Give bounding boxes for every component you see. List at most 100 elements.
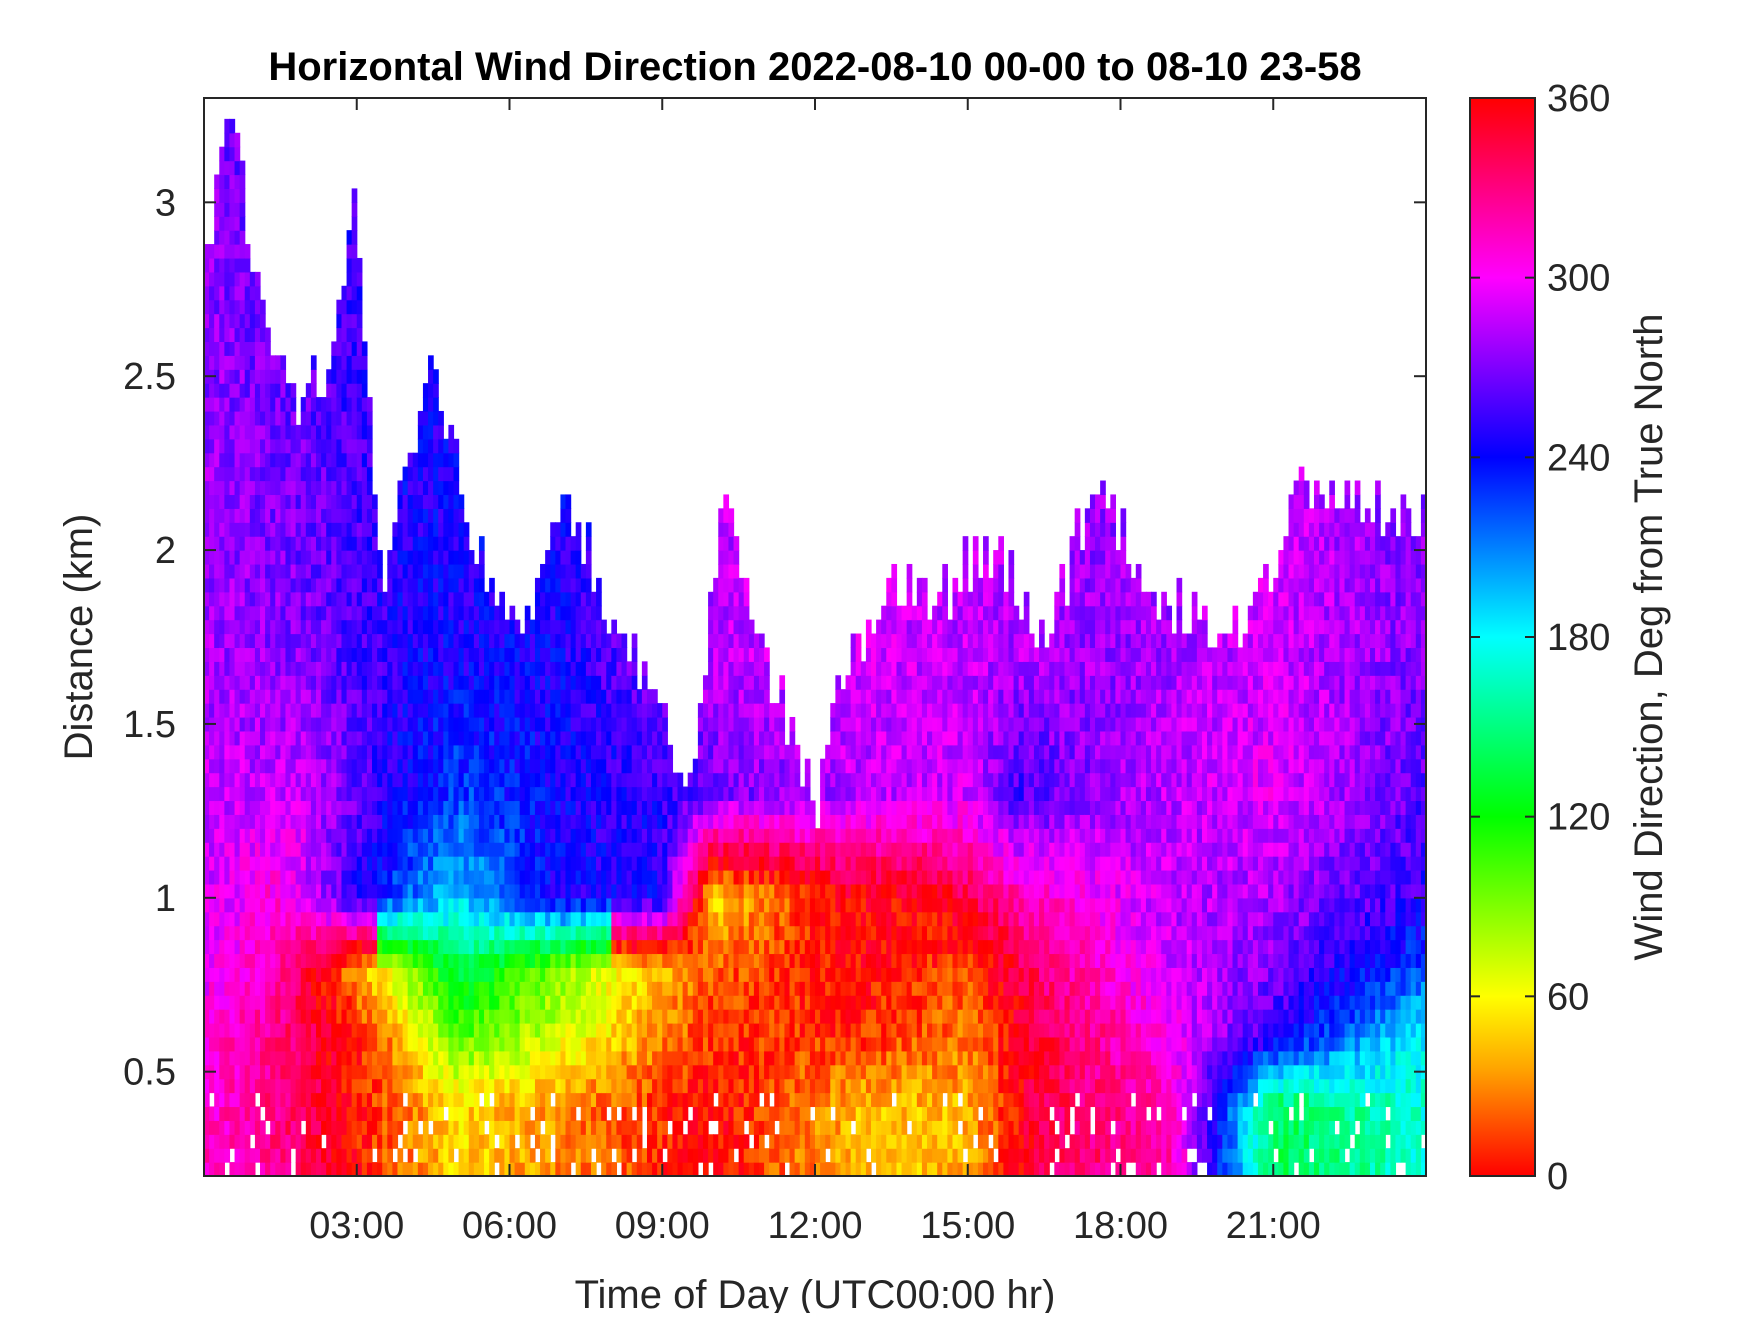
heat-cell — [356, 856, 363, 871]
heat-cell — [234, 341, 241, 356]
heat-cell — [275, 480, 281, 496]
heat-cell — [402, 1106, 409, 1121]
heat-cell — [463, 1162, 470, 1176]
heat-cell — [214, 995, 220, 1010]
heat-cell — [280, 883, 287, 899]
heat-cell — [392, 1036, 399, 1052]
heat-cell — [331, 703, 337, 718]
heat-cell — [580, 633, 587, 649]
heat-cell — [545, 828, 551, 843]
heat-cell — [601, 703, 607, 718]
heat-cell — [448, 814, 455, 829]
heat-cell — [657, 814, 663, 829]
heat-cell — [524, 842, 531, 857]
heat-cell — [356, 633, 363, 649]
heat-cell — [601, 1022, 607, 1038]
heat-cell — [295, 494, 302, 509]
heat-cell — [580, 772, 587, 788]
heat-cell — [463, 647, 470, 662]
heat-cell — [275, 716, 281, 732]
heat-cell — [499, 633, 506, 649]
heat-cell — [478, 591, 485, 607]
heat-cell — [519, 633, 526, 649]
heat-cell — [504, 1036, 511, 1052]
heat-cell — [499, 647, 506, 662]
heat-cell — [662, 730, 668, 746]
heat-cell — [504, 689, 511, 704]
heat-cell — [713, 633, 719, 649]
heat-cell — [346, 703, 353, 718]
heat-cell — [453, 1022, 460, 1038]
heat-cell — [417, 605, 424, 621]
heat-cell — [494, 1078, 500, 1094]
heat-cell — [687, 995, 694, 1010]
heat-cell — [473, 967, 480, 982]
heat-cell — [677, 925, 684, 941]
heat-cell — [667, 1106, 674, 1121]
heat-cell — [433, 466, 439, 482]
heat-cell — [351, 1092, 358, 1108]
heat-cell — [478, 1106, 485, 1121]
heat-cell — [351, 758, 358, 774]
heat-cell — [234, 1092, 241, 1108]
heat-cell — [285, 758, 292, 774]
heat-cell — [270, 619, 276, 635]
heat-cell — [570, 939, 577, 955]
heat-cell — [702, 716, 709, 732]
heat-cell — [524, 675, 531, 690]
heat-cell — [239, 786, 246, 802]
heat-cell — [529, 897, 536, 913]
heat-cell — [606, 1022, 612, 1038]
heat-cell — [372, 1050, 378, 1066]
heat-cell — [234, 522, 241, 537]
heat-cell — [244, 1148, 251, 1163]
heat-cell — [590, 883, 597, 899]
heat-cell — [433, 897, 439, 913]
heat-cell — [540, 1148, 546, 1163]
heat-cell — [407, 452, 414, 468]
heat-cell — [601, 856, 607, 871]
heat-cell — [509, 1022, 516, 1038]
heat-cell — [346, 522, 353, 537]
heat-cell — [443, 591, 449, 607]
heat-cell — [392, 786, 399, 802]
heat-cell — [417, 800, 424, 815]
heat-cell — [580, 647, 587, 662]
heat-cell — [662, 1036, 668, 1052]
heat-cell — [387, 925, 393, 941]
heat-cell — [652, 730, 658, 746]
heat-cell — [377, 1022, 383, 1038]
heat-cell — [662, 800, 668, 815]
heat-cell — [494, 1036, 500, 1052]
heat-cell — [443, 883, 449, 899]
heat-cell — [524, 869, 531, 885]
heat-cell — [545, 1148, 551, 1163]
heat-cell — [458, 1064, 465, 1080]
heat-cell — [310, 883, 317, 899]
heat-cell — [234, 369, 241, 384]
heat-cell — [540, 772, 546, 788]
heat-cell — [204, 1078, 210, 1094]
heat-cell — [448, 939, 455, 955]
heat-cell — [392, 619, 399, 635]
heat-cell — [229, 550, 236, 565]
heat-cell — [249, 299, 256, 315]
heat-cell — [575, 536, 582, 551]
heat-cell — [529, 842, 536, 857]
heat-cell — [331, 758, 337, 774]
heat-cell — [626, 1078, 633, 1094]
heat-cell — [361, 577, 368, 593]
heat-cell — [631, 1078, 638, 1094]
heat-cell — [708, 1148, 714, 1163]
heat-cell — [524, 1120, 531, 1135]
heat-cell — [209, 689, 215, 704]
heat-cell — [575, 772, 582, 788]
heat-cell — [702, 856, 709, 871]
heat-cell — [234, 1022, 241, 1038]
heat-cell — [290, 605, 297, 621]
heat-cell — [555, 897, 562, 913]
heat-cell — [387, 1078, 393, 1094]
heat-cell — [458, 1162, 465, 1176]
heat-cell — [580, 730, 587, 746]
heat-cell — [397, 703, 404, 718]
